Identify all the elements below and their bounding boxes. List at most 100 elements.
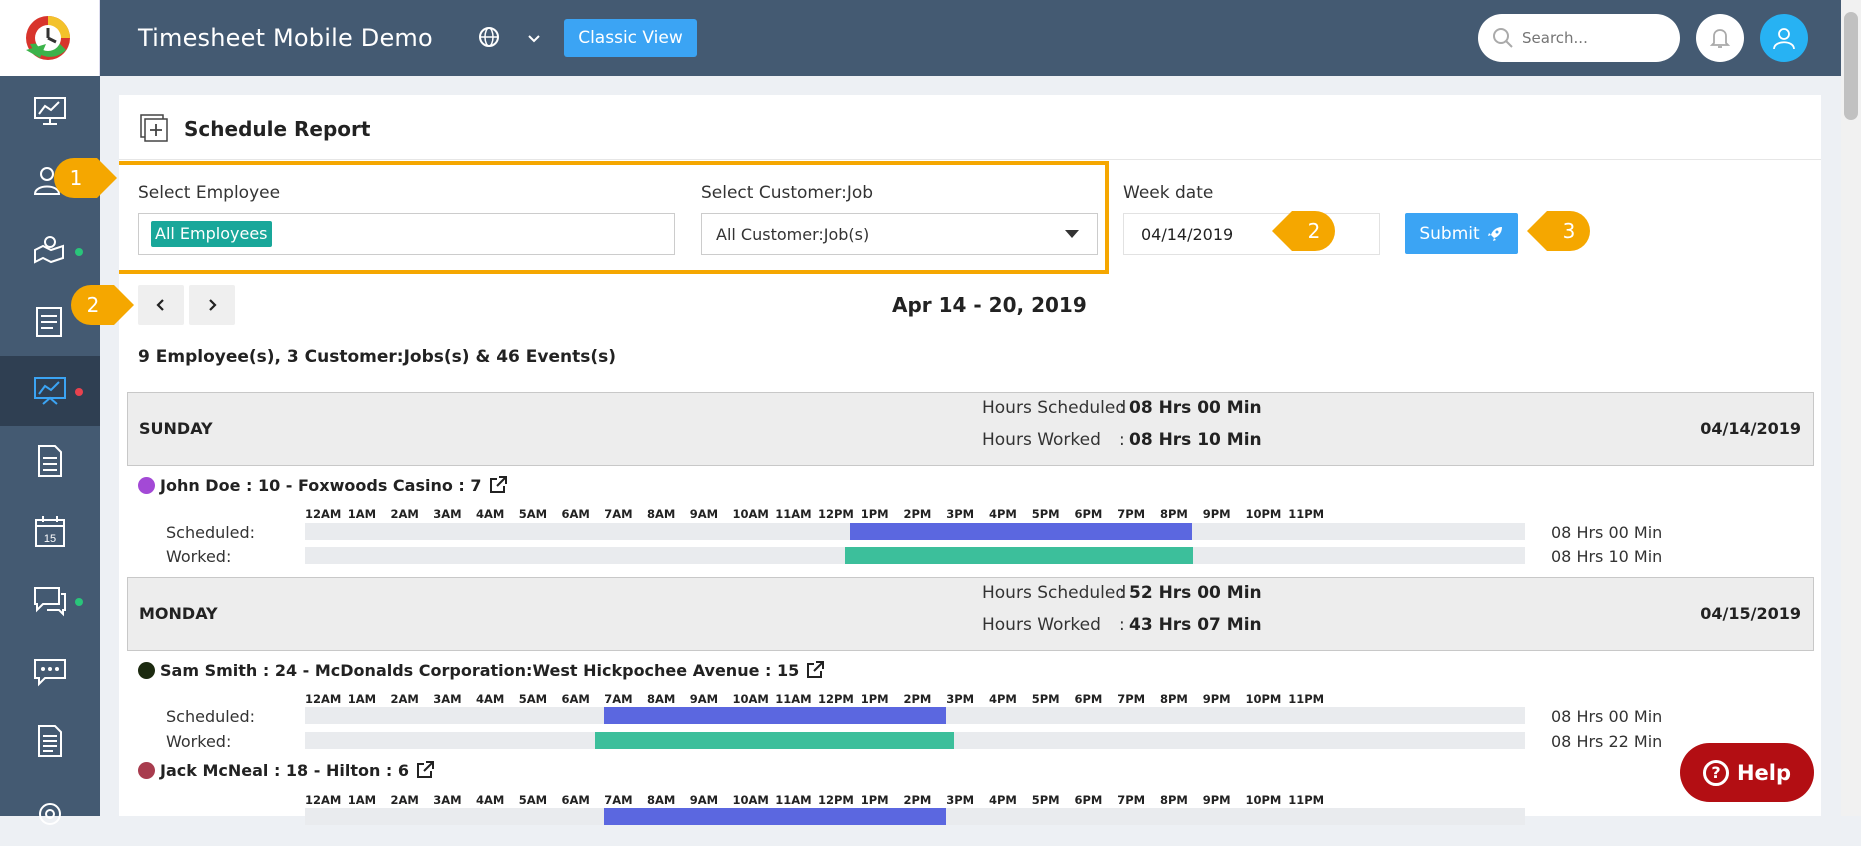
sidebar-item-list[interactable] [0, 706, 100, 776]
hours-worked-value: 08 Hrs 10 Min [1129, 430, 1262, 450]
timeline-tick: 10AM [732, 793, 769, 807]
timeline-tick: 3PM [946, 793, 975, 807]
classic-view-button[interactable]: Classic View [564, 19, 697, 57]
worked-label: Worked: [166, 732, 232, 751]
sidebar-item-settings[interactable] [0, 776, 100, 846]
callout-number: 1 [69, 166, 83, 190]
hours-worked-value: 43 Hrs 07 Min [1129, 615, 1262, 635]
timeline-tick: 4AM [476, 507, 505, 521]
sidebar-item-dashboard[interactable] [0, 76, 100, 146]
timeline-tick: 8PM [1160, 793, 1188, 807]
scheduled-bar[interactable] [850, 523, 1193, 540]
select-customer-label: Select Customer:Job [701, 183, 874, 203]
chevron-down-icon[interactable] [526, 30, 542, 46]
timeline-tick: 3AM [433, 793, 462, 807]
callout-badge: 2 [71, 285, 134, 325]
selected-employee-chip[interactable]: All Employees [151, 221, 272, 247]
timeline-tick: 7AM [604, 507, 633, 521]
external-link-icon[interactable] [805, 660, 825, 680]
timeline-tick: 5PM [1031, 507, 1060, 521]
colon: : [1119, 615, 1125, 635]
sidebar-item-calendar[interactable]: 15 [0, 496, 100, 566]
employee-name: Jack McNeal : 18 - Hilton : 6 [160, 760, 410, 780]
callout-number: 3 [1562, 219, 1576, 243]
sidebar-item-reports[interactable] [0, 356, 100, 426]
timeline-tick: 10PM [1245, 692, 1282, 706]
schedule-report-panel: Schedule Report Select Employee All Empl… [119, 95, 1821, 825]
sidebar-item-messages[interactable] [0, 636, 100, 706]
worked-bar[interactable] [844, 547, 1194, 564]
hours-worked-label: Hours Worked [982, 430, 1101, 450]
scrollbar-thumb[interactable] [1844, 12, 1858, 120]
panel-header: Schedule Report [119, 95, 1821, 160]
worked-label: Worked: [166, 547, 232, 566]
external-link-icon[interactable] [488, 475, 508, 495]
timeline-tick: 6AM [561, 507, 590, 521]
timeline-tick: 12AM [305, 692, 342, 706]
timeline-tick: 2PM [903, 793, 932, 807]
date-range: Apr 14 - 20, 2019 [892, 293, 1087, 317]
employee-color-dot [138, 476, 155, 494]
sidebar-item-employees[interactable] [0, 146, 100, 216]
timeline-tick: 2AM [390, 507, 419, 521]
timeline-tick: 1PM [860, 692, 889, 706]
worked-duration: 08 Hrs 22 Min [1551, 732, 1663, 751]
submit-button[interactable]: Submit [1405, 213, 1518, 254]
timeline-tick: 11AM [775, 507, 812, 521]
callout-pointer-icon [54, 158, 117, 198]
select-employee-label: Select Employee [138, 183, 281, 203]
add-report-icon [140, 114, 168, 142]
map-icon [34, 236, 64, 264]
timeline-tick: 4PM [989, 507, 1017, 521]
scrollbar-track[interactable] [1841, 0, 1861, 816]
worked-track [305, 732, 1525, 749]
globe-icon[interactable] [478, 26, 500, 48]
callout-badge: 2 [1272, 211, 1335, 251]
logo-icon [26, 16, 70, 60]
svg-text:15: 15 [44, 533, 56, 545]
timeline-tick: 7PM [1117, 793, 1146, 807]
next-week-button[interactable] [189, 285, 235, 325]
document-icon [38, 445, 62, 477]
timeline-tick: 7PM [1117, 692, 1146, 706]
previous-week-button[interactable] [138, 285, 184, 325]
day-header-sunday: SUNDAY 04/14/2019 [127, 392, 1814, 466]
scheduled-bar[interactable] [604, 808, 947, 825]
worked-bar[interactable] [594, 732, 954, 749]
sidebar-item-timesheet[interactable] [0, 286, 100, 356]
help-button[interactable]: ? Help [1680, 743, 1814, 802]
app-title: Timesheet Mobile Demo [138, 24, 433, 52]
timeline-tick: 3PM [946, 507, 975, 521]
timeline-tick: 6PM [1074, 793, 1103, 807]
search-input[interactable] [1522, 26, 1670, 50]
timeline-tick: 3PM [946, 692, 975, 706]
worked-track [305, 547, 1525, 564]
scheduled-duration: 08 Hrs 00 Min [1551, 707, 1663, 726]
scheduled-bar[interactable] [604, 707, 947, 724]
scheduled-duration: 08 Hrs 00 Min [1551, 523, 1663, 542]
callout-badge: 1 [54, 158, 117, 198]
customer-job-select[interactable]: All Customer:Job(s) [701, 213, 1098, 255]
app-logo[interactable] [0, 0, 100, 76]
timeline-tick: 8PM [1160, 507, 1188, 521]
external-link-icon[interactable] [415, 760, 435, 780]
scheduled-track [305, 523, 1525, 540]
timeline-tick: 12PM [818, 793, 854, 807]
employee-select[interactable]: All Employees [138, 213, 675, 255]
timeline-tick: 6AM [561, 793, 590, 807]
week-date-input[interactable] [1123, 213, 1380, 255]
sidebar-item-map[interactable] [0, 216, 100, 286]
timeline-tick: 11PM [1288, 793, 1325, 807]
status-dot [75, 598, 83, 606]
timeline-tick: 11AM [775, 793, 812, 807]
sidebar-item-documents[interactable] [0, 426, 100, 496]
timeline-tick: 9AM [689, 507, 719, 521]
bell-icon [1709, 29, 1731, 48]
callout-number: 2 [1307, 219, 1321, 243]
status-dot [75, 248, 83, 256]
sidebar-item-chat[interactable] [0, 566, 100, 636]
search-box[interactable] [1478, 14, 1680, 62]
timeline-tick: 9AM [689, 793, 719, 807]
notifications-button[interactable] [1696, 14, 1744, 62]
user-avatar-button[interactable] [1760, 14, 1808, 62]
